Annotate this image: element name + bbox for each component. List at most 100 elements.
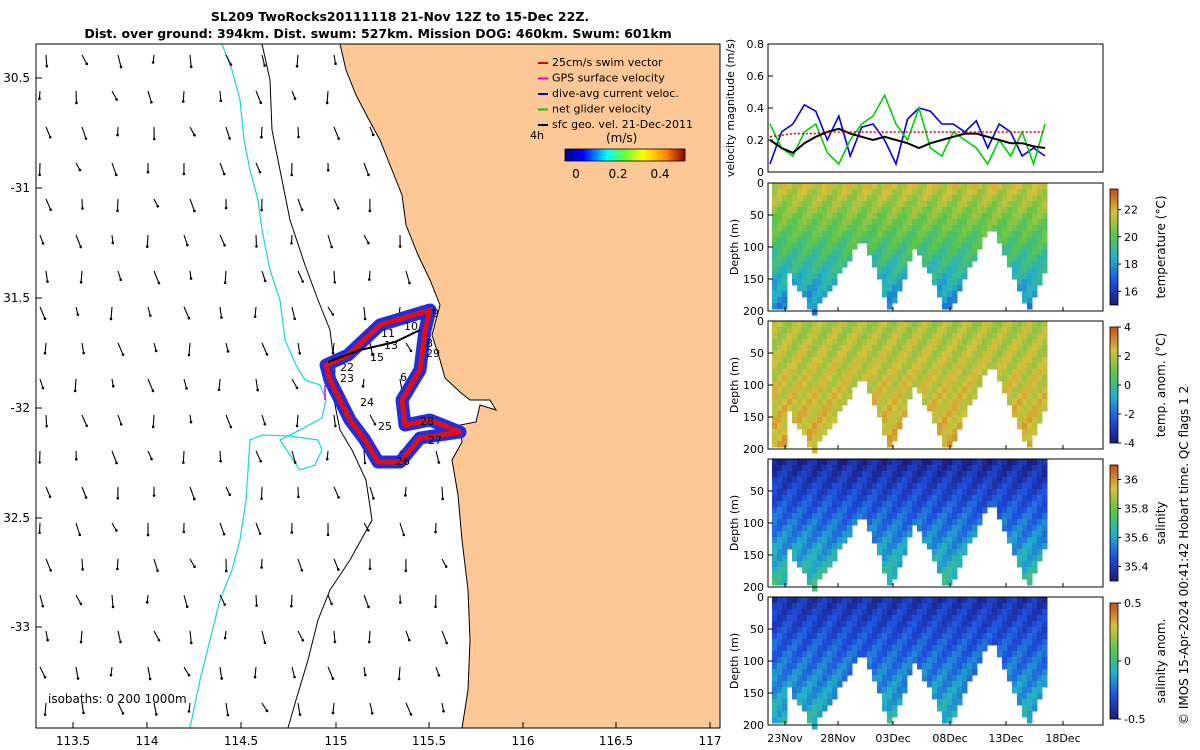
- velocity-arrow: [152, 486, 156, 497]
- svg-text:net glider velocity: net glider velocity: [552, 103, 652, 116]
- velocity-arrow: [333, 270, 337, 284]
- velocity-arrow: [116, 558, 119, 571]
- track-label: 29: [426, 347, 440, 360]
- velocity-arrow: [363, 594, 370, 609]
- velocity-arrow: [434, 522, 437, 534]
- velocity-arrow: [81, 198, 84, 210]
- svg-text:25cm/s swim vector: 25cm/s swim vector: [552, 56, 663, 69]
- velocity-arrow: [147, 306, 152, 317]
- velocity-arrow: [145, 234, 149, 248]
- velocity-arrow: [38, 90, 41, 101]
- velocity-arrow: [441, 702, 445, 713]
- velocity-arrow: [81, 342, 85, 355]
- colorbar-label: temp. anom. (°C): [1154, 333, 1168, 437]
- svg-text:dive-avg current veloc.: dive-avg current veloc.: [552, 87, 679, 100]
- velocity-arrow: [74, 450, 78, 461]
- y-axis-label: Depth (m): [728, 495, 741, 551]
- track-label: 8: [426, 337, 433, 350]
- velocity-arrow: [333, 414, 337, 428]
- time-tick-label: 13Dec: [988, 732, 1023, 745]
- velocity-arrow: [183, 666, 191, 677]
- velocity-arrow: [117, 414, 123, 426]
- velocity-arrow: [39, 666, 47, 679]
- y-tick-label: 0: [757, 591, 764, 604]
- velocity-arrow: [255, 90, 263, 104]
- y-tick-label: 150: [743, 411, 764, 424]
- velocity-arrow: [153, 270, 161, 285]
- velocity-arrow: [45, 198, 52, 211]
- y-tick-label: 50: [750, 485, 764, 498]
- velocity-arrow: [152, 126, 156, 141]
- velocity-arrow: [363, 522, 370, 532]
- velocity-arrow: [219, 162, 226, 176]
- velocity-arrow: [225, 486, 232, 497]
- velocity-arrow: [333, 558, 340, 571]
- velocity-arrow: [363, 666, 367, 677]
- velocity-arrow: [369, 342, 374, 356]
- velocity-arrow: [219, 306, 223, 319]
- speed-colorbar: [564, 148, 686, 162]
- velocity-arrow: [81, 486, 88, 499]
- velocity-arrow: [182, 162, 186, 176]
- velocity-arrow: [297, 198, 304, 212]
- isobath-200: [261, 44, 373, 728]
- velocity-arrow: [326, 522, 330, 537]
- velocity-arrow: [189, 630, 193, 645]
- colorbar-tick-label: -4: [1124, 437, 1135, 450]
- colorbar: [1109, 602, 1119, 720]
- velocity-arrow: [189, 486, 196, 501]
- heatmap-cells: [772, 321, 1048, 454]
- velocity-arrow: [75, 666, 80, 680]
- velocity-arrow: [39, 594, 45, 608]
- velocity-arrow: [261, 342, 269, 356]
- velocity-arrow: [45, 630, 49, 642]
- velocity-arrow: [255, 162, 262, 174]
- velocity-arrow: [38, 450, 41, 464]
- map-legend: 25cm/s swim vector GPS surface velocity di…: [530, 56, 693, 181]
- velocity-arrow: [225, 54, 233, 66]
- y-tick-label: 50: [750, 209, 764, 222]
- velocity-arrow: [111, 378, 115, 388]
- velocity-arrow: [111, 522, 118, 532]
- map-y-tick-label: -33: [10, 620, 30, 634]
- velocity-arrow: [189, 54, 193, 69]
- velocity-arrow: [290, 162, 293, 177]
- colorbar-tick-label: 0: [1124, 655, 1131, 668]
- velocity-arrow: [441, 558, 448, 568]
- velocity-arrow: [260, 486, 263, 500]
- velocity-arrow: [255, 522, 262, 535]
- velocity-arrow: [261, 414, 267, 426]
- velocity-arrow: [217, 378, 221, 392]
- track-label: 24: [360, 396, 374, 409]
- velocity-arrow: [368, 270, 371, 281]
- y-axis-label: velocity magnitude (m/s): [724, 39, 737, 177]
- velocity-arrow: [75, 234, 83, 249]
- velocity-arrow: [368, 198, 372, 213]
- colorbar-tick-label: 0.5: [1124, 597, 1142, 610]
- velocity-arrow: [38, 162, 41, 177]
- colorbar-label: temperature (°C): [1154, 196, 1168, 299]
- colorbar-tick-label: 16: [1124, 285, 1138, 298]
- velocity-arrow: [39, 306, 47, 320]
- velocity-arrow: [117, 342, 125, 356]
- map-y-tick-label: 31.5: [3, 291, 30, 305]
- velocity-arrow: [116, 126, 119, 137]
- velocity-arrow: [145, 594, 149, 604]
- time-tick-label: 28Nov: [820, 732, 856, 745]
- velocity-arrow: [219, 234, 226, 247]
- colorbar-tick-label: 0: [572, 167, 580, 181]
- track-label: 22: [340, 361, 354, 374]
- velocity-arrow: [297, 486, 300, 499]
- velocity-arrow: [361, 378, 365, 388]
- velocity-arrow: [405, 342, 413, 353]
- y-tick-label: 200: [743, 305, 764, 318]
- colorbar-title: (m/s): [606, 131, 637, 145]
- velocity-arrow: [45, 126, 52, 139]
- velocity-arrow: [367, 630, 371, 644]
- velocity-arrow: [255, 450, 263, 463]
- y-tick-label: 0.6: [747, 70, 765, 83]
- y-tick-label: 0.4: [747, 102, 765, 115]
- velocity-arrow: [369, 126, 375, 137]
- velocity-arrow: [405, 702, 413, 716]
- velocity-arrow: [333, 630, 337, 644]
